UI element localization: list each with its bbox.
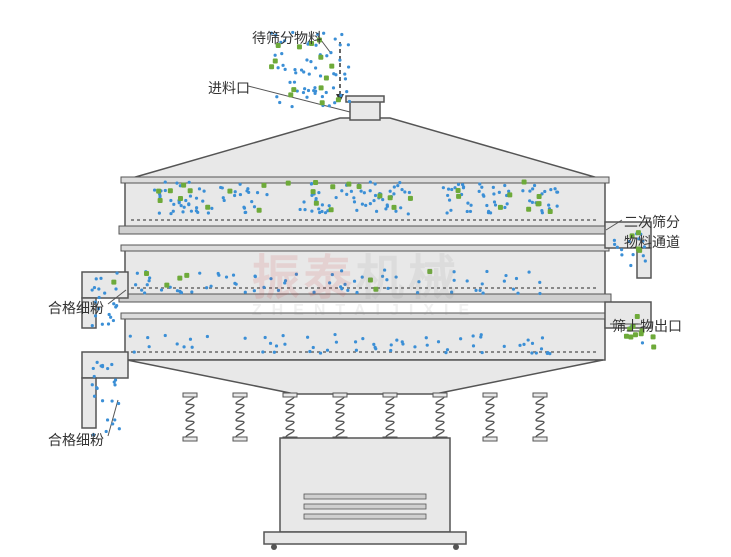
label-qualified-fine-2: 合格细粉 <box>48 430 104 450</box>
diagram-canvas <box>0 0 731 557</box>
label-secondary-l2: 物料通道 <box>624 234 680 250</box>
label-secondary-channel: 二次筛分 物料通道 <box>624 212 680 252</box>
label-inlet: 进料口 <box>208 78 250 98</box>
label-material-to-sieve: 待筛分物料 <box>252 28 322 48</box>
label-secondary-l1: 二次筛分 <box>624 214 680 230</box>
label-oversize-outlet: 筛上物出口 <box>612 316 682 336</box>
label-qualified-fine-1: 合格细粉 <box>48 298 104 318</box>
